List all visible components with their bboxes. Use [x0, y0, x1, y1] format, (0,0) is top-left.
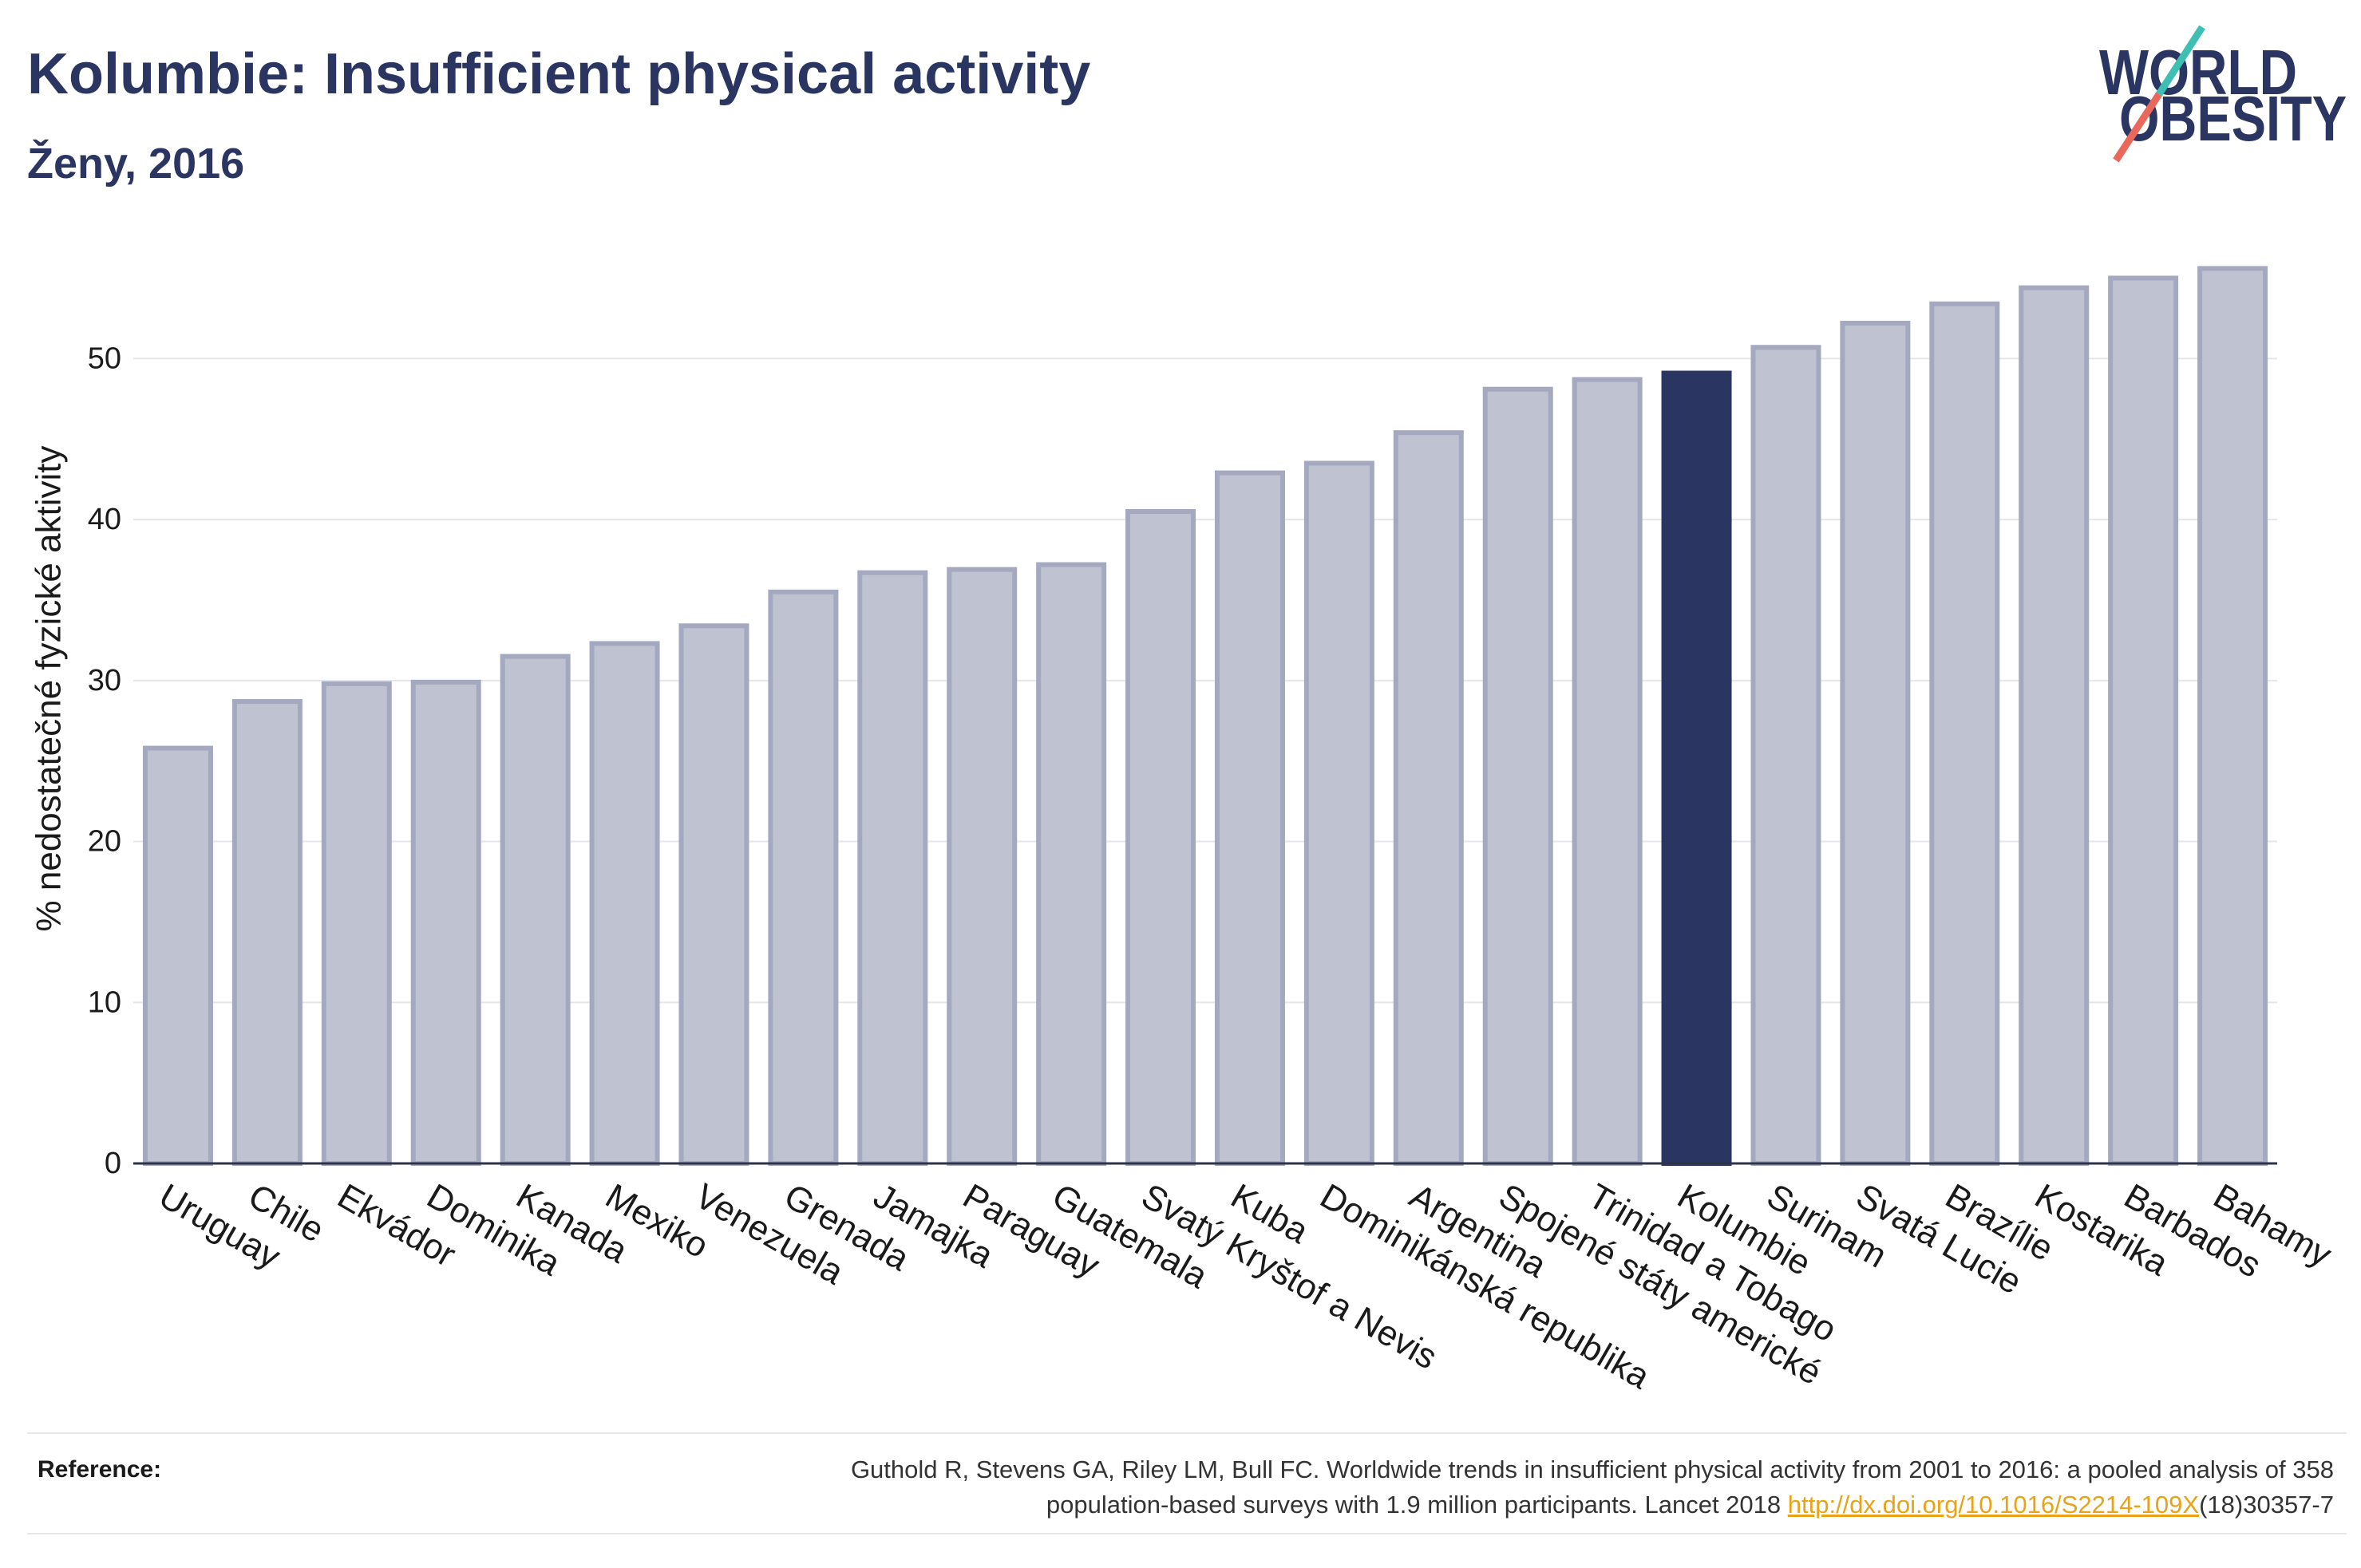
bar [1572, 377, 1643, 1166]
bar [678, 623, 749, 1166]
bar [1482, 386, 1553, 1166]
bar [321, 681, 392, 1166]
bar [768, 589, 839, 1166]
bar [1036, 562, 1107, 1166]
y-tick-label: 0 [105, 1147, 121, 1180]
reference-line-2-text: population-based surveys with 1.9 millio… [1046, 1491, 1788, 1519]
bar [589, 641, 660, 1166]
reference-line-1: Guthold R, Stevens GA, Riley LM, Bull FC… [850, 1455, 2334, 1483]
bar [947, 567, 1018, 1166]
logo-text-obesity: OBESITY [2119, 83, 2347, 154]
bar [1840, 321, 1911, 1166]
gridlines [133, 357, 2277, 1004]
y-tick-label: 40 [88, 503, 121, 536]
bar [2019, 285, 2090, 1166]
reference-line-2: population-based surveys with 1.9 millio… [1046, 1492, 2334, 1517]
chart-subtitle: Ženy, 2016 [27, 140, 245, 188]
world-obesity-logo: WORLD OBESITY [2099, 25, 2347, 163]
bar [1929, 301, 2000, 1166]
bar [2197, 266, 2268, 1166]
bar [1303, 460, 1374, 1166]
y-tick-label: 10 [88, 985, 121, 1019]
reference-top-divider [27, 1432, 2347, 1434]
logo-text-world: WORLD [2099, 37, 2297, 108]
bar [1125, 509, 1196, 1166]
bar [857, 570, 928, 1166]
reference-label: Reference: [38, 1456, 162, 1483]
bars [142, 266, 2268, 1167]
y-axis-label: % nedostatečné fyzické aktivity [30, 446, 69, 932]
reference-bottom-divider [27, 1533, 2347, 1534]
bar [142, 745, 213, 1166]
bar [231, 699, 303, 1166]
y-tick-labels: 0 10 20 30 40 50 [88, 342, 121, 1180]
y-tick-label: 30 [88, 664, 121, 697]
bar [1214, 470, 1285, 1166]
reference-doi-link[interactable]: http://dx.doi.org/10.1016/S2214-109X [1787, 1491, 2200, 1519]
bar [500, 654, 571, 1166]
bar [2108, 275, 2179, 1167]
bar [1393, 430, 1464, 1166]
reference-line-2-suffix: (18)30357-7 [2199, 1491, 2334, 1519]
bar [410, 679, 481, 1166]
bar [1750, 345, 1821, 1166]
y-tick-label: 20 [88, 825, 121, 859]
logo-slash-coral [2113, 92, 2162, 163]
y-tick-label: 50 [88, 342, 121, 375]
highlighted-bar [1661, 370, 1732, 1166]
chart-title: Kolumbie: Insufficient physical activity [27, 42, 1091, 106]
logo-slash-teal [2156, 25, 2205, 97]
